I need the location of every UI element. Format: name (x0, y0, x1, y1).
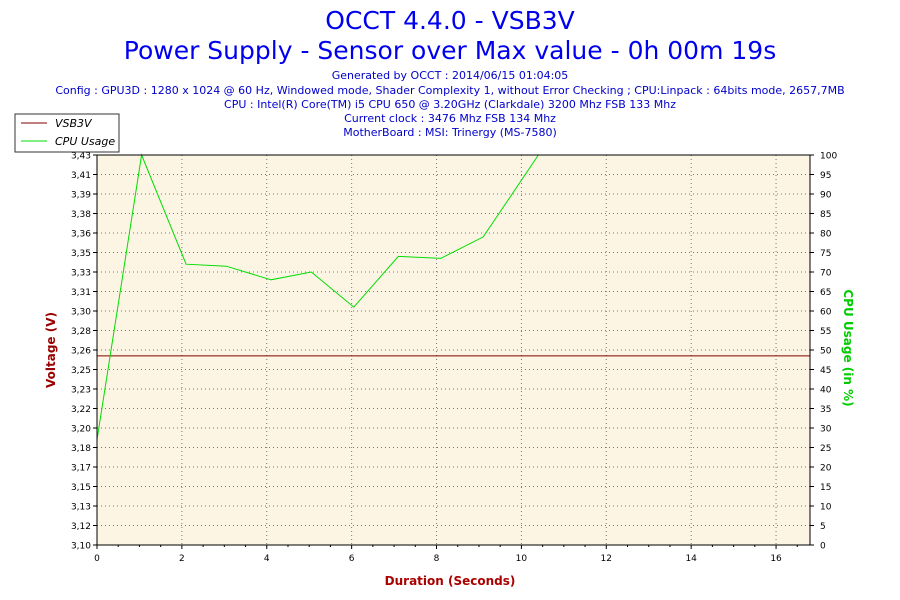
legend-label-vsb3v: VSB3V (55, 117, 93, 130)
series-line-cpu-usage (96, 153, 700, 440)
y-right-tick-label: 95 (820, 171, 831, 181)
info-generated: Generated by OCCT : 2014/06/15 01:04:05 (331, 69, 569, 82)
y-right-tick-label: 45 (820, 366, 831, 376)
y-right-tick-label: 50 (820, 347, 832, 357)
y-left-tick-label: 3,28 (71, 327, 91, 337)
y-right-tick-label: 90 (820, 191, 832, 201)
legend-label-cpu-usage: CPU Usage (55, 135, 115, 148)
y-left-tick-label: 3,30 (71, 308, 91, 318)
x-tick-label: 12 (601, 554, 612, 564)
x-axis-label: Duration (Seconds) (385, 574, 516, 588)
x-tick-label: 6 (349, 554, 355, 564)
y-left-tick-label: 3,41 (71, 171, 91, 181)
y-right-tick-label: 75 (820, 249, 831, 259)
plot-frame (96, 154, 811, 546)
y-left-tick-label: 3,26 (71, 347, 91, 357)
info-cpu: CPU : Intel(R) Core(TM) i5 CPU 650 @ 3.2… (224, 98, 676, 111)
y-left-tick-label: 3,39 (71, 191, 91, 201)
y-right-tick-label: 65 (820, 288, 831, 298)
x-tick-label: 2 (179, 554, 185, 564)
y-left-tick-label: 3,31 (71, 288, 91, 298)
y-right-tick-label: 10 (820, 503, 832, 513)
y-left-tick-label: 3,15 (71, 483, 91, 493)
y-right-tick-label: 55 (820, 327, 831, 337)
y-left-tick-label: 3,22 (71, 405, 91, 415)
y-left-tick-label: 3,20 (71, 425, 91, 435)
y-left-tick-label: 3,12 (71, 522, 91, 532)
x-tick-label: 8 (434, 554, 440, 564)
y-left-tick-label: 3,18 (71, 444, 91, 454)
y-right-tick-label: 60 (820, 308, 832, 318)
x-tick-label: 4 (264, 554, 270, 564)
info-motherboard: MotherBoard : MSI: Trinergy (MS-7580) (343, 126, 557, 139)
y-right-tick-label: 0 (820, 542, 826, 552)
y-right-tick-label: 40 (820, 386, 832, 396)
y-left-tick-label: 3,13 (71, 503, 91, 513)
y-right-tick-label: 15 (820, 483, 831, 493)
legend: VSB3V CPU Usage (14, 113, 120, 153)
x-tick-label: 10 (516, 554, 528, 564)
y-left-tick-label: 3,43 (71, 152, 91, 162)
y-right-tick-label: 85 (820, 210, 831, 220)
x-tick-label: 16 (770, 554, 782, 564)
chart-subtitle: Power Supply - Sensor over Max value - 0… (123, 36, 777, 65)
y-left-tick-label: 3,25 (71, 366, 91, 376)
y-left-tick-label: 3,10 (71, 542, 91, 552)
chart-title: OCCT 4.4.0 - VSB3V (325, 6, 575, 35)
y-right-tick-label: 25 (820, 444, 831, 454)
y-left-tick-label: 3,33 (71, 269, 91, 279)
y-right-tick-label: 20 (820, 464, 832, 474)
y-right-tick-label: 100 (820, 152, 837, 162)
y-right-tick-label: 5 (820, 522, 826, 532)
y-left-tick-label: 3,17 (71, 464, 91, 474)
legend-box (14, 113, 120, 153)
x-tick-label: 0 (94, 554, 100, 564)
info-current-clock: Current clock : 3476 Mhz FSB 134 Mhz (344, 112, 556, 125)
y-right-tick-label: 80 (820, 230, 832, 240)
y-left-tick-label: 3,36 (71, 230, 91, 240)
y-left-tick-label: 3,35 (71, 249, 91, 259)
y-left-tick-label: 3,38 (71, 210, 91, 220)
y-right-tick-label: 30 (820, 425, 832, 435)
x-tick-label: 14 (685, 554, 697, 564)
y-axis-label-right: CPU Usage (in %) (841, 289, 855, 406)
info-config: Config : GPU3D : 1280 x 1024 @ 60 Hz, Wi… (55, 84, 845, 97)
y-left-tick-label: 3,23 (71, 386, 91, 396)
y-right-tick-label: 70 (820, 269, 832, 279)
y-right-tick-label: 35 (820, 405, 831, 415)
y-axis-label-left: Voltage (V) (44, 312, 58, 388)
